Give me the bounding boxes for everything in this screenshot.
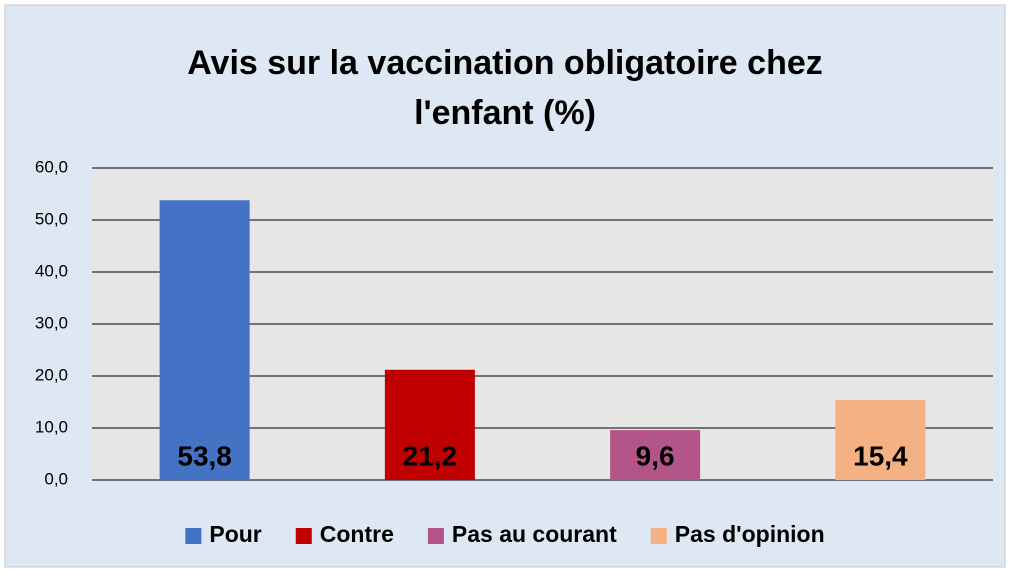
y-tick-label: 10,0: [35, 417, 68, 436]
data-label: 21,2: [403, 440, 458, 471]
legend-label: Pour: [209, 521, 261, 547]
y-tick-label: 20,0: [35, 365, 68, 384]
bar: [159, 200, 250, 481]
legend-label: Pas au courant: [452, 521, 617, 547]
chart-title: Avis sur la vaccination obligatoire chez…: [187, 44, 823, 132]
legend-swatch: [650, 528, 667, 544]
legend-swatch: [185, 528, 202, 544]
y-tick-label: 30,0: [35, 313, 68, 332]
legend-label: Contre: [320, 521, 394, 547]
bar: [610, 430, 701, 480]
data-label: 15,4: [853, 440, 908, 471]
y-tick-label: 60,0: [35, 157, 68, 176]
bar: [835, 399, 926, 480]
data-label: 53,8: [177, 440, 232, 471]
y-tick-label: 50,0: [35, 209, 68, 228]
legend-label: Pas d'opinion: [675, 521, 825, 547]
y-tick-label: 0,0: [44, 469, 68, 488]
legend-swatch: [427, 528, 444, 544]
y-tick-label: 40,0: [35, 261, 68, 280]
legend-swatch: [295, 528, 312, 544]
data-label: 9,6: [636, 440, 675, 471]
bar: [384, 369, 475, 480]
